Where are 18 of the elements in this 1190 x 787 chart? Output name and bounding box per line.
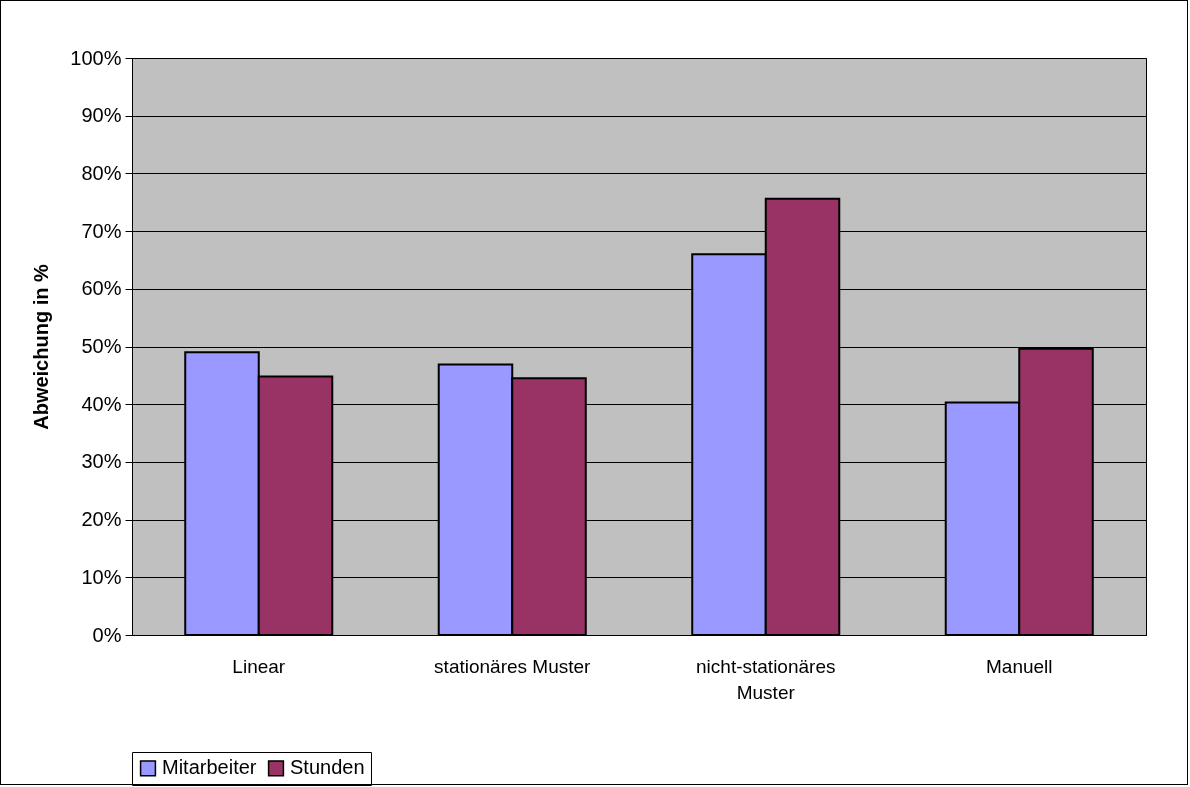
y-tick-label: 60% <box>81 277 122 300</box>
y-tick-label: 70% <box>81 219 122 242</box>
y-axis-title: Abweichung in % <box>30 264 53 430</box>
x-tick-label: nicht-stationäres Muster <box>696 655 836 703</box>
y-tick-label: 90% <box>81 104 122 127</box>
y-tick-label: 100% <box>70 46 122 69</box>
y-tick-label: 30% <box>81 450 122 473</box>
legend-label: Stunden <box>290 756 365 779</box>
legend-label: Mitarbeiter <box>162 756 257 779</box>
y-tick-label: 0% <box>92 623 122 646</box>
x-tick-label: Linear <box>232 655 286 677</box>
y-tick-label: 50% <box>81 335 122 357</box>
y-tick-label: 10% <box>81 565 122 588</box>
x-tick-label: Manuell <box>985 655 1053 677</box>
y-tick-label: 80% <box>81 161 122 184</box>
x-tick-label: stationäres Muster <box>434 655 592 677</box>
y-tick-label: 40% <box>81 392 122 415</box>
y-tick-label: 20% <box>81 508 122 531</box>
